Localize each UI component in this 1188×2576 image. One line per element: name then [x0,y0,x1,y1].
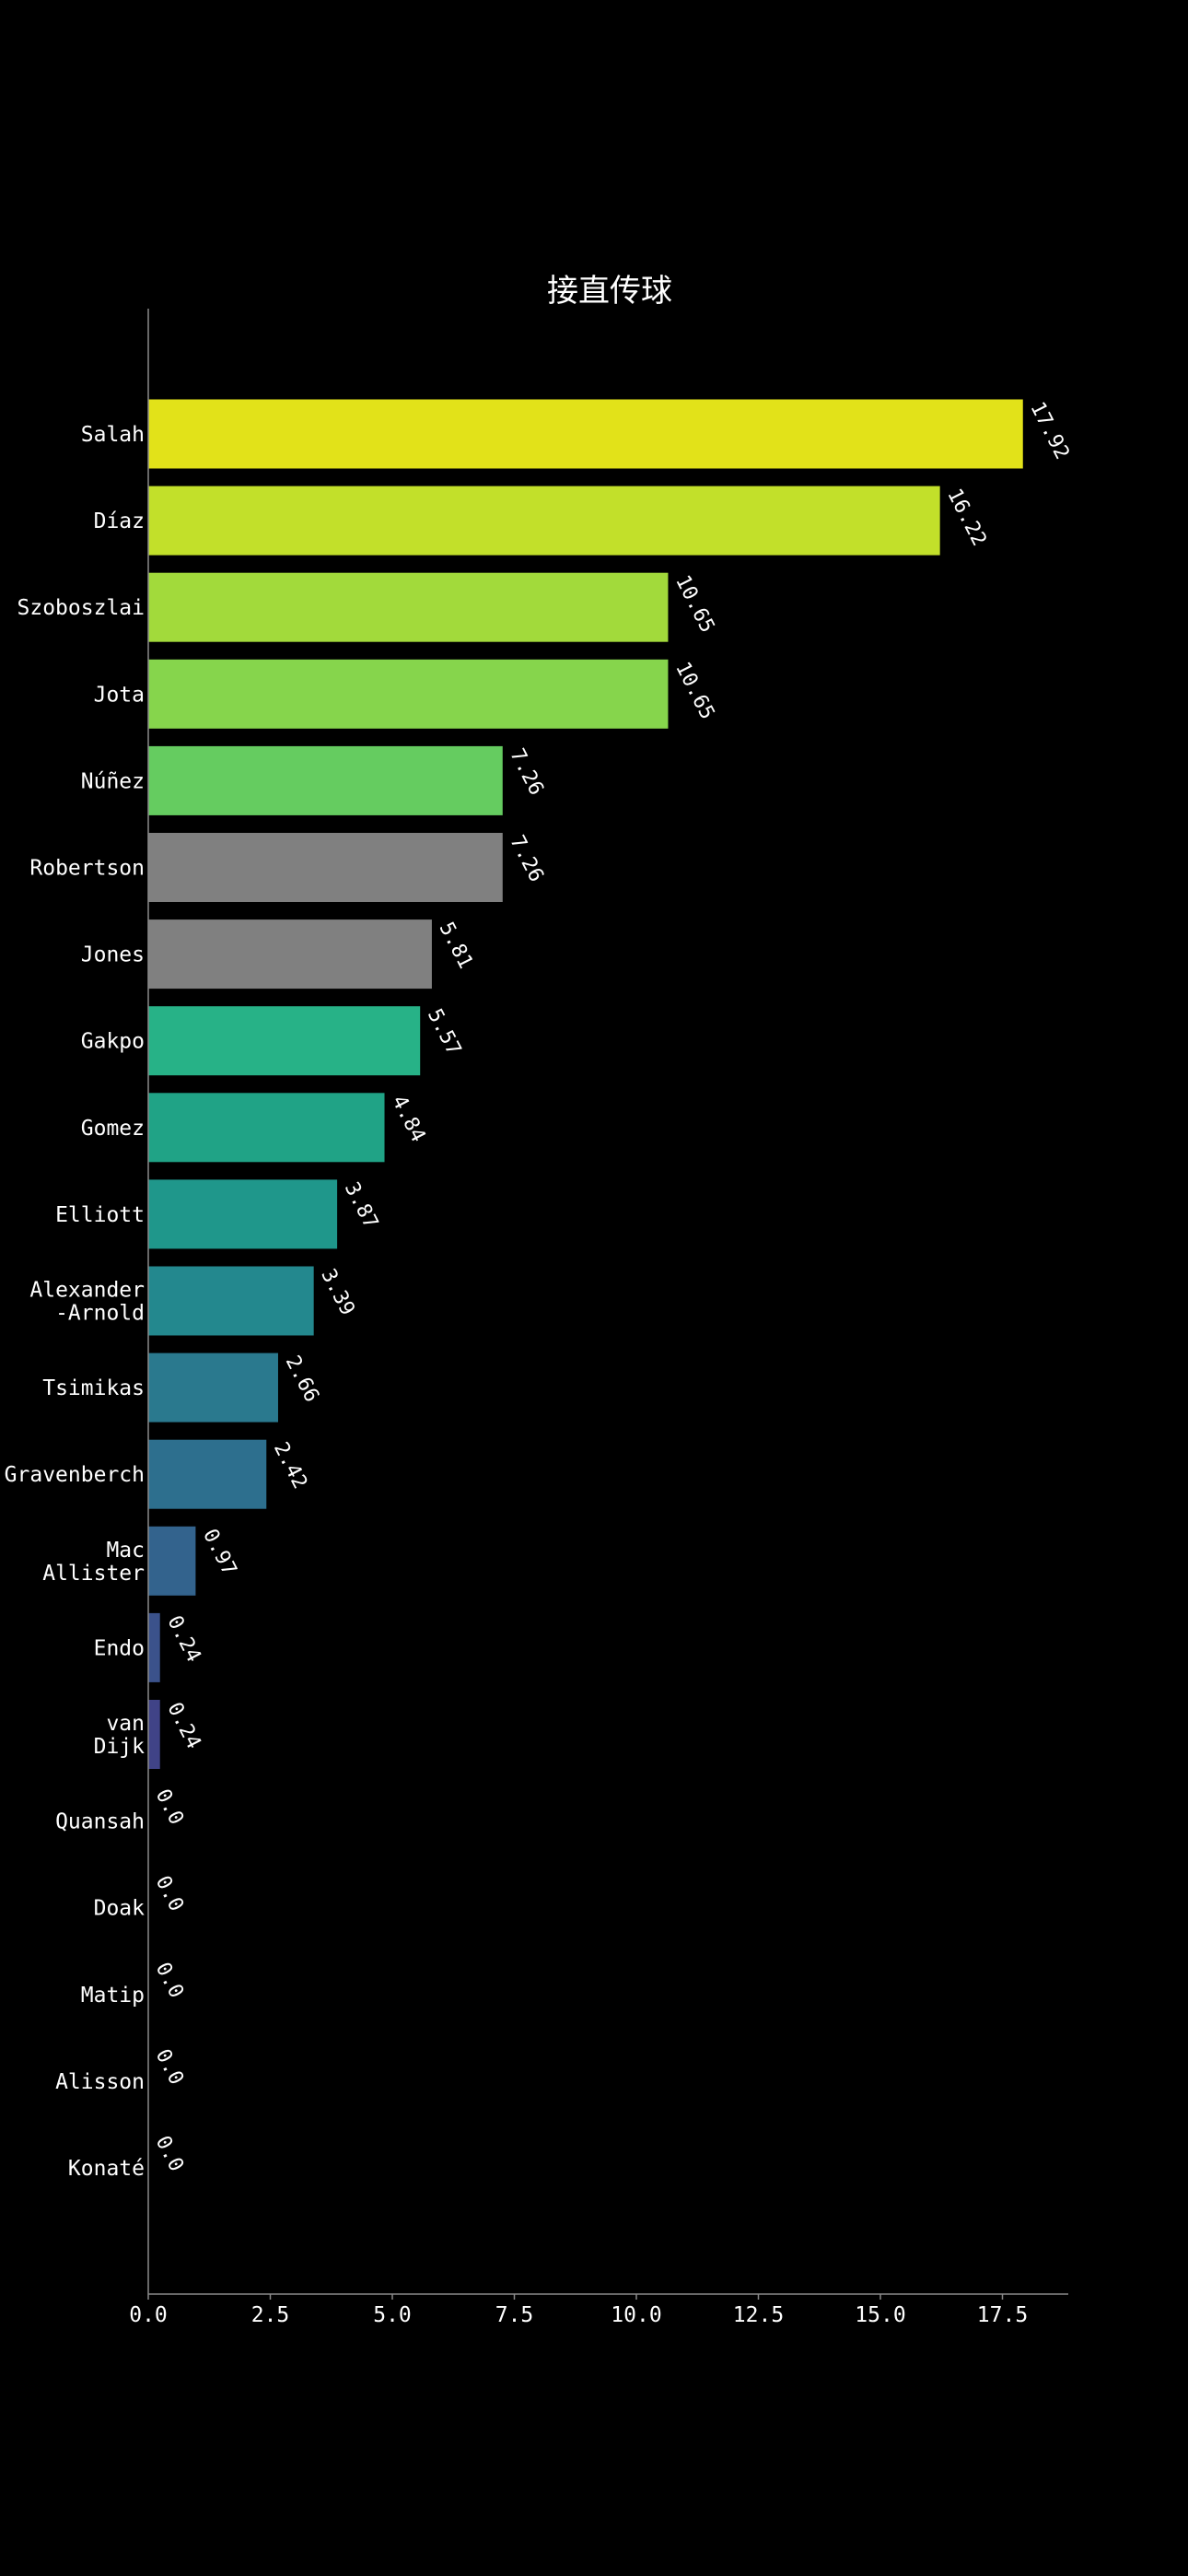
bar [148,486,940,556]
bar [148,1612,160,1682]
value-label: 3.87 [340,1178,382,1233]
category-label: Gomez [81,1117,145,1141]
value-label: 2.42 [269,1439,311,1493]
category-label: Robertson [29,857,145,881]
value-label: 3.39 [316,1265,358,1319]
value-label: 0.97 [198,1526,240,1580]
category-label-line: Endo [94,1636,145,1660]
category-label-line: Konaté [68,2157,145,2181]
x-tick-label: 15.0 [855,2303,905,2327]
category-label: Quansah [55,1810,145,1834]
bar [148,1700,160,1769]
value-label: 7.26 [505,745,547,800]
category-label: van Dijk [94,1712,146,1759]
x-tick-label: 2.5 [251,2303,290,2327]
category-label: Endo [94,1636,145,1660]
x-tick-label: 5.0 [373,2303,412,2327]
category-label-line: Quansah [55,1810,145,1834]
value-label: 10.65 [670,659,718,723]
value-label: 0.0 [151,1786,188,1829]
value-label: 0.0 [151,1872,188,1915]
category-label: Mac Allister [42,1539,145,1586]
value-label: 0.0 [151,2132,188,2175]
value-label: 0.24 [162,1612,204,1667]
category-label: Gravenberch [5,1463,145,1487]
category-label: Gakpo [81,1030,145,1054]
category-label-line: Matip [81,1984,145,2008]
category-label-line: Doak [94,1897,146,1921]
category-label: Konaté [68,2157,145,2181]
category-label-line: Dijk [94,1735,146,1759]
category-label-line: Robertson [29,857,145,881]
category-label: Matip [81,1984,145,2008]
category-label-line: Elliott [55,1203,145,1227]
bar [148,572,669,642]
bar [148,659,669,729]
category-label-line: Alexander [29,1279,145,1303]
bar [148,745,503,815]
bar [148,399,1023,469]
value-label: 4.84 [387,1092,429,1146]
x-tick-label: 12.5 [733,2303,784,2327]
category-label-line: Gravenberch [5,1463,145,1487]
value-label: 17.92 [1025,398,1073,463]
category-label-line: Mac [106,1539,145,1563]
category-label: Jones [81,943,145,967]
bar [148,1352,278,1423]
x-axis-ticks: 0.0 2.5 5.0 7.5 10.0 12.5 15.0 17.5 [129,2294,1028,2327]
bar [148,1179,338,1249]
category-label-line: Salah [81,423,145,447]
value-label: 0.0 [151,2045,188,2089]
value-label: 5.57 [423,1005,465,1060]
category-label-line: Gomez [81,1117,145,1141]
x-tick-label: 7.5 [495,2303,534,2327]
bar [148,1266,314,1336]
category-labels: Salah Díaz Szoboszlai Jota Núñez Robertson Jon… [5,423,145,2181]
value-label: 0.24 [162,1699,204,1753]
value-label: 7.26 [505,832,547,886]
bar [148,1526,196,1596]
x-tick-label: 10.0 [611,2303,661,2327]
value-label: 16.22 [942,485,990,549]
category-label-line: Szoboszlai [17,596,145,620]
chart-title: 接直传球 [547,273,672,310]
category-label: Alexander -Arnold [29,1279,145,1326]
category-label-line: Tsimikas [42,1376,145,1400]
category-label-line: Gakpo [81,1030,145,1054]
bars-group [148,399,1023,1769]
category-label-line: -Arnold [55,1302,145,1326]
bar [148,1093,385,1163]
category-label: Doak [94,1897,146,1921]
category-label: Szoboszlai [17,596,145,620]
bar [148,919,432,989]
bar [148,833,503,902]
category-label-line: Jones [81,943,145,967]
category-label-line: van [106,1712,145,1736]
category-label: Salah [81,423,145,447]
category-label: Jota [94,683,145,707]
category-label-line: Núñez [81,769,145,793]
category-label: Elliott [55,1203,145,1227]
category-label-line: Allister [42,1562,145,1586]
category-label: Núñez [81,769,145,793]
value-label: 2.66 [281,1352,323,1406]
category-label: Tsimikas [42,1376,145,1400]
value-label: 10.65 [670,572,718,637]
category-label-line: Díaz [94,509,145,533]
value-label: 0.0 [151,1959,188,2002]
category-label-line: Alisson [55,2070,145,2094]
x-tick-label: 0.0 [129,2303,168,2327]
value-label: 5.81 [435,919,477,973]
category-label-line: Jota [94,683,145,707]
bar [148,1006,421,1076]
x-tick-label: 17.5 [977,2303,1028,2327]
category-label: Díaz [94,509,145,533]
bar [148,1439,267,1509]
category-label: Alisson [55,2070,145,2094]
